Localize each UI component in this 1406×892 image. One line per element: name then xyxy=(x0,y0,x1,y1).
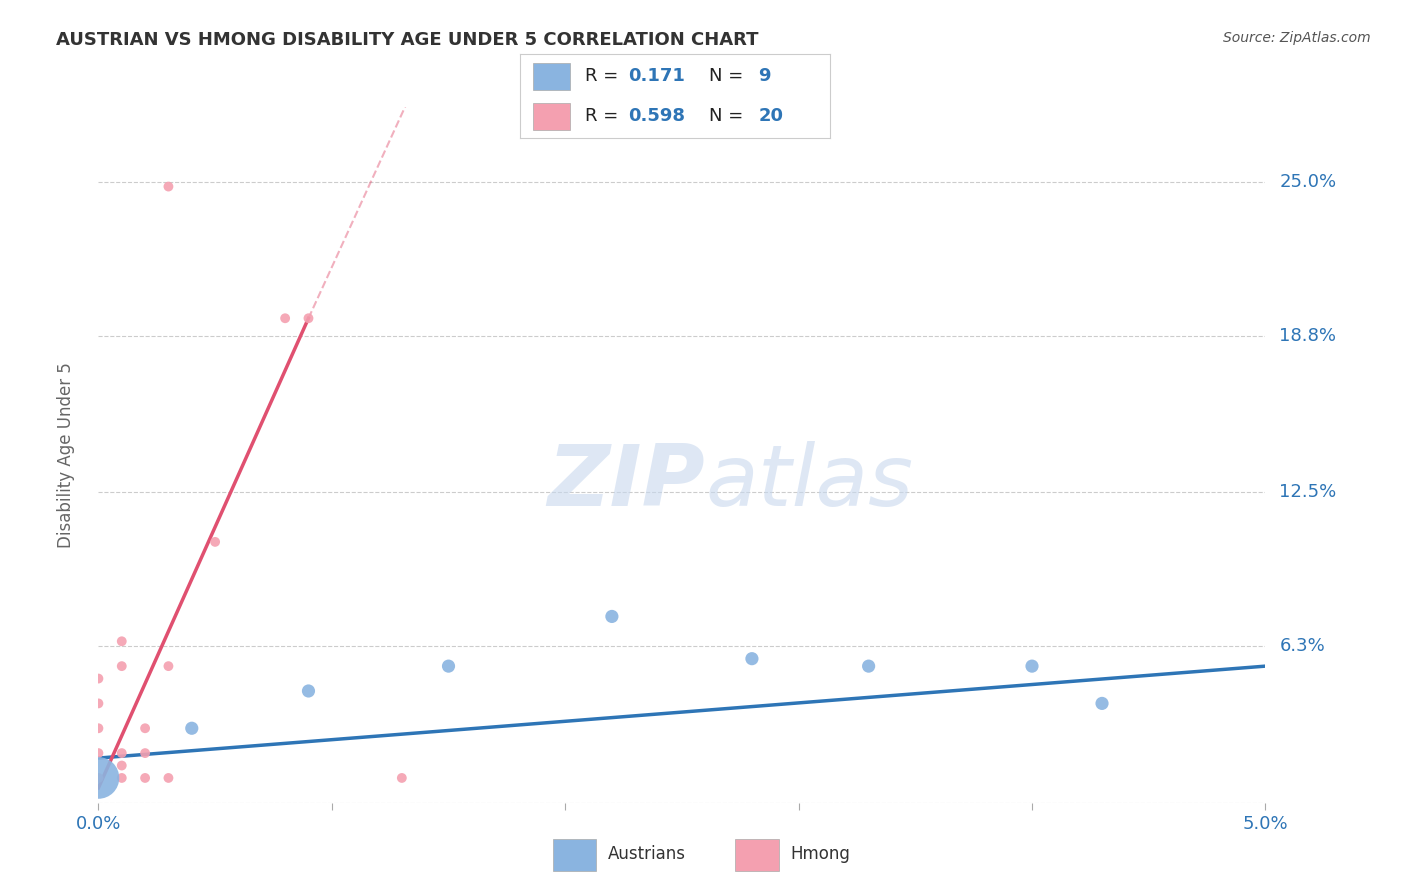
Point xyxy=(741,651,763,665)
FancyBboxPatch shape xyxy=(735,839,779,871)
Text: AUSTRIAN VS HMONG DISABILITY AGE UNDER 5 CORRELATION CHART: AUSTRIAN VS HMONG DISABILITY AGE UNDER 5… xyxy=(56,31,759,49)
Point xyxy=(87,771,110,785)
Text: 20: 20 xyxy=(758,107,783,125)
Point xyxy=(87,746,110,760)
Point xyxy=(87,672,110,686)
Text: 6.3%: 6.3% xyxy=(1279,637,1324,656)
Point xyxy=(274,311,297,326)
Text: Source: ZipAtlas.com: Source: ZipAtlas.com xyxy=(1223,31,1371,45)
Text: N =: N = xyxy=(709,107,749,125)
Point xyxy=(134,771,156,785)
Text: ZIP: ZIP xyxy=(547,442,706,524)
Point xyxy=(157,771,180,785)
Text: R =: R = xyxy=(585,68,624,86)
Point xyxy=(204,535,226,549)
Text: Hmong: Hmong xyxy=(790,845,851,863)
Point xyxy=(111,634,134,648)
Point xyxy=(180,721,202,735)
Text: N =: N = xyxy=(709,68,749,86)
Point xyxy=(858,659,880,673)
Text: R =: R = xyxy=(585,107,624,125)
Point xyxy=(134,721,156,735)
Point xyxy=(157,179,180,194)
Point xyxy=(111,771,134,785)
Point xyxy=(157,659,180,673)
FancyBboxPatch shape xyxy=(533,103,569,130)
Text: 0.598: 0.598 xyxy=(628,107,686,125)
Point xyxy=(87,771,110,785)
Point xyxy=(1091,697,1114,711)
Point xyxy=(111,659,134,673)
Point xyxy=(600,609,623,624)
Point xyxy=(297,684,319,698)
Text: atlas: atlas xyxy=(706,442,914,524)
Point xyxy=(111,746,134,760)
Text: 18.8%: 18.8% xyxy=(1279,326,1336,344)
Text: 9: 9 xyxy=(758,68,770,86)
Point xyxy=(391,771,413,785)
Point xyxy=(297,311,319,326)
Y-axis label: Disability Age Under 5: Disability Age Under 5 xyxy=(56,362,75,548)
Text: 25.0%: 25.0% xyxy=(1279,172,1337,191)
Text: 0.171: 0.171 xyxy=(628,68,685,86)
FancyBboxPatch shape xyxy=(553,839,596,871)
Point xyxy=(437,659,460,673)
Text: Austrians: Austrians xyxy=(607,845,685,863)
Point xyxy=(111,758,134,772)
Point xyxy=(87,721,110,735)
Text: 12.5%: 12.5% xyxy=(1279,483,1337,501)
Point xyxy=(134,746,156,760)
Point xyxy=(1021,659,1043,673)
FancyBboxPatch shape xyxy=(533,62,569,90)
Point xyxy=(87,697,110,711)
